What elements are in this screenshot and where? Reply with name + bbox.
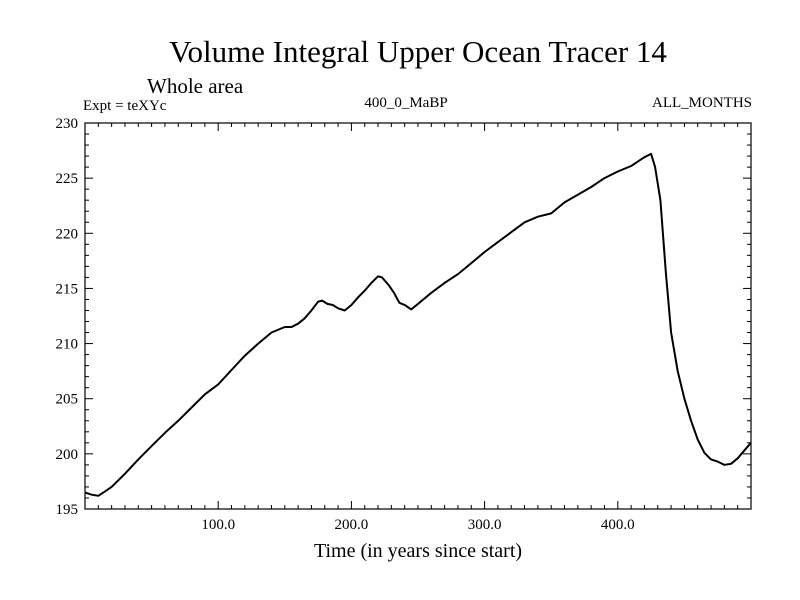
y-tick-label: 200: [56, 447, 79, 463]
x-tick-label: 400.0: [601, 517, 635, 533]
y-tick-label: 230: [56, 116, 79, 132]
x-axis-ticks: [97, 123, 739, 509]
x-tick-label: 300.0: [468, 517, 502, 533]
chart-title: Volume Integral Upper Ocean Tracer 14: [169, 34, 667, 69]
center-label: 400_0_MaBP: [364, 95, 447, 111]
series-line: [84, 152, 752, 497]
y-tick-label: 225: [56, 171, 79, 187]
y-tick-label: 195: [56, 502, 79, 518]
x-tick-label: 100.0: [201, 517, 235, 533]
y-tick-label: 220: [56, 226, 79, 242]
y-tick-label: 215: [56, 281, 79, 297]
right-label: ALL_MONTHS: [652, 95, 752, 111]
x-tick-label: 200.0: [335, 517, 369, 533]
chart-subtitle: Whole area: [147, 74, 244, 98]
y-tick-label: 210: [56, 337, 79, 353]
y-axis-tick-labels: 195 200 205 210 215 220 225 230: [56, 116, 79, 518]
y-axis-ticks: [85, 133, 751, 499]
x-axis-label: Time (in years since start): [314, 540, 522, 562]
y-tick-label: 205: [56, 392, 79, 408]
experiment-label: Expt = teXYc: [83, 98, 167, 114]
x-axis-tick-labels: 100.0 200.0 300.0 400.0: [201, 517, 634, 533]
plot-frame: [84, 122, 752, 510]
